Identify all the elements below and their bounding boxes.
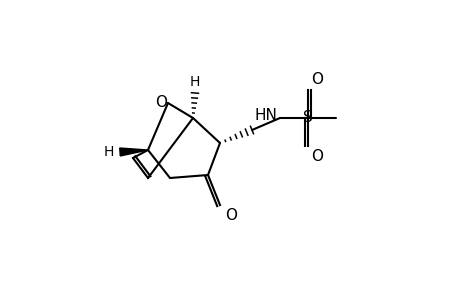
Polygon shape (119, 148, 148, 156)
Text: O: O (310, 149, 322, 164)
Text: O: O (224, 208, 236, 223)
Text: H: H (103, 145, 114, 159)
Text: O: O (310, 72, 322, 87)
Text: HN: HN (253, 109, 276, 124)
Text: S: S (302, 110, 312, 124)
Text: H: H (190, 75, 200, 89)
Text: O: O (155, 94, 167, 110)
